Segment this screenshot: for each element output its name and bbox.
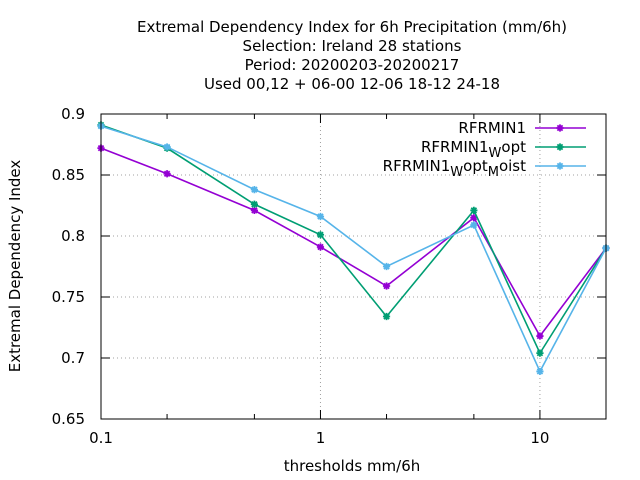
legend-marker (556, 124, 564, 132)
data-point (316, 243, 325, 251)
x-tick-labels: 0.1 1 10 (89, 429, 549, 447)
data-point (382, 312, 391, 321)
chart-title: Extremal Dependency Index for 6h Precipi… (137, 18, 567, 93)
y-axis-label: Extremal Dependency Index (6, 160, 24, 373)
title-line: Selection: Ireland 28 stations (243, 37, 462, 55)
data-point (536, 332, 544, 340)
y-tick-label: 0.75 (52, 288, 85, 306)
title-line: Extremal Dependency Index for 6h Precipi… (137, 18, 567, 36)
data-point (163, 170, 171, 178)
y-tick-label: 0.65 (52, 410, 85, 428)
x-tick-label: 1 (316, 429, 326, 447)
legend-item-1: RFRMIN1 (458, 119, 586, 137)
legend-text: RFRMIN1 (421, 138, 489, 156)
legend-text: RFRMIN1 (383, 157, 451, 175)
legend-subscript: W (450, 165, 463, 180)
series-group (97, 121, 610, 376)
series-2 (97, 121, 610, 357)
data-point (382, 282, 391, 290)
data-point (536, 367, 544, 376)
legend-subscript: W (489, 146, 502, 161)
data-point (470, 214, 478, 222)
legend-item-3: RFRMIN1WoptMoist (383, 157, 586, 180)
data-point (163, 143, 171, 151)
title-line: Period: 20200203-20200217 (245, 56, 460, 74)
series-1 (97, 144, 610, 340)
x-tick-label: 10 (530, 429, 549, 447)
y-tick-label: 0.85 (52, 166, 85, 184)
y-tick-label: 0.7 (61, 349, 85, 367)
y-tick-label: 0.9 (61, 105, 85, 123)
data-point (382, 262, 391, 271)
legend-text: oist (499, 157, 526, 175)
y-tick-labels: 0.65 0.7 0.75 0.8 0.85 0.9 (52, 105, 85, 428)
y-tick-label: 0.8 (61, 227, 85, 245)
data-point (250, 200, 259, 208)
data-point (250, 186, 259, 194)
legend-text: opt (463, 157, 488, 175)
data-point (470, 206, 478, 214)
title-line: Used 00,12 + 06-00 12-06 18-12 24-18 (204, 75, 500, 93)
legend-label: RFRMIN1WoptMoist (383, 157, 526, 180)
series-line (100, 125, 607, 374)
series-line (100, 147, 607, 338)
data-point (250, 206, 259, 214)
series-line (100, 124, 607, 355)
data-point (316, 212, 325, 221)
legend-subscript: M (488, 165, 499, 180)
x-axis-label: thresholds mm/6h (284, 457, 421, 475)
plot-frame (100, 113, 607, 420)
legend-label: RFRMIN1Wopt (421, 138, 526, 161)
data-point (536, 349, 544, 357)
data-point (470, 221, 478, 229)
x-tick-label: 0.1 (89, 429, 113, 447)
legend-marker (556, 143, 564, 151)
grid-lines (101, 114, 606, 419)
legend-item-2: RFRMIN1Wopt (421, 138, 586, 161)
legend-text: RFRMIN1 (458, 119, 526, 137)
legend-label: RFRMIN1 (458, 119, 526, 137)
legend-text: opt (501, 138, 526, 156)
data-point (316, 231, 325, 239)
legend-marker (556, 162, 564, 170)
